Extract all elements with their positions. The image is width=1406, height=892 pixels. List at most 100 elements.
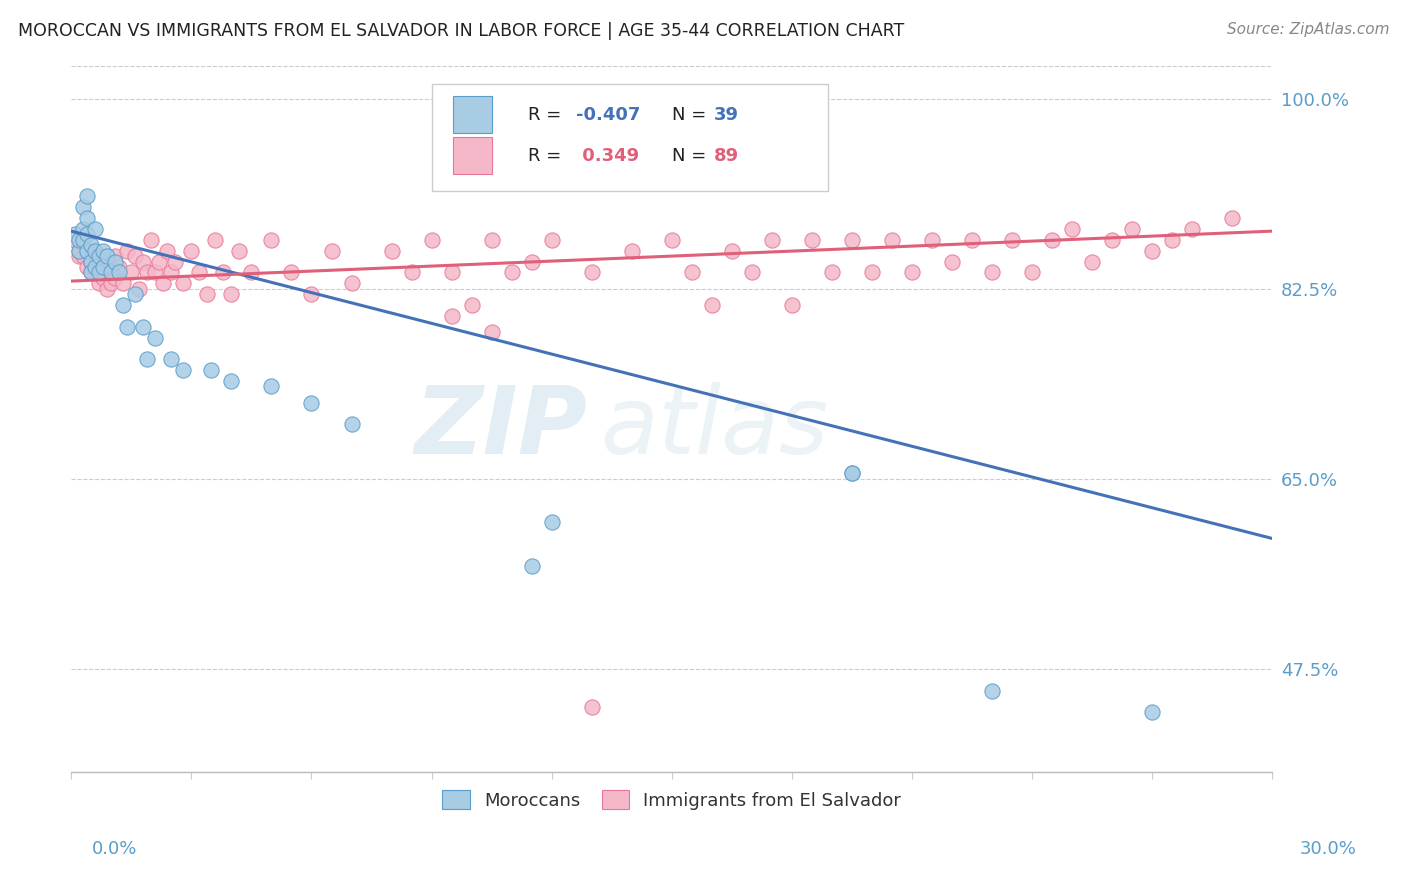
Point — [301, 287, 323, 301]
Point — [89, 265, 111, 279]
Point — [540, 515, 562, 529]
Point — [124, 287, 146, 301]
Point — [148, 254, 170, 268]
Point — [440, 265, 463, 279]
Point — [340, 417, 363, 432]
Point — [204, 233, 226, 247]
Point — [91, 260, 114, 274]
Point — [89, 254, 111, 268]
Point — [72, 200, 94, 214]
Point — [76, 227, 98, 242]
Point — [901, 265, 924, 279]
Point — [188, 265, 211, 279]
Point — [120, 265, 142, 279]
Point — [981, 265, 1004, 279]
Text: ZIP: ZIP — [415, 382, 588, 474]
Point — [801, 233, 824, 247]
Point — [200, 363, 222, 377]
Point — [260, 233, 283, 247]
Text: atlas: atlas — [600, 383, 828, 474]
Point — [67, 244, 90, 258]
Point — [420, 233, 443, 247]
Point — [132, 319, 155, 334]
Point — [1142, 244, 1164, 258]
Point — [104, 254, 127, 268]
Point — [941, 254, 963, 268]
Text: 89: 89 — [714, 146, 740, 164]
FancyBboxPatch shape — [453, 136, 492, 174]
Point — [84, 244, 107, 258]
Point — [221, 374, 243, 388]
Point — [156, 244, 179, 258]
Point — [96, 249, 118, 263]
Point — [172, 363, 194, 377]
Point — [141, 233, 163, 247]
Point — [1081, 254, 1104, 268]
Point — [340, 277, 363, 291]
Point — [160, 352, 183, 367]
Point — [841, 233, 863, 247]
Point — [72, 233, 94, 247]
Point — [89, 249, 111, 263]
Point — [1040, 233, 1063, 247]
Point — [1181, 222, 1204, 236]
Point — [96, 282, 118, 296]
Point — [221, 287, 243, 301]
Point — [921, 233, 943, 247]
Point — [96, 260, 118, 274]
Point — [661, 233, 683, 247]
Point — [117, 244, 139, 258]
Point — [260, 379, 283, 393]
Point — [240, 265, 263, 279]
Point — [128, 282, 150, 296]
Point — [100, 265, 122, 279]
Point — [67, 244, 90, 258]
Point — [1142, 706, 1164, 720]
Point — [76, 260, 98, 274]
Text: N =: N = — [672, 146, 711, 164]
Point — [160, 265, 183, 279]
Point — [136, 352, 159, 367]
Point — [100, 260, 122, 274]
Point — [67, 249, 90, 263]
Point — [321, 244, 343, 258]
Point — [280, 265, 302, 279]
Point — [84, 260, 107, 274]
Point — [84, 244, 107, 258]
Point — [104, 270, 127, 285]
Text: 30.0%: 30.0% — [1301, 840, 1357, 858]
Point — [581, 699, 603, 714]
Text: R =: R = — [527, 105, 567, 124]
Point — [143, 330, 166, 344]
Point — [91, 270, 114, 285]
Point — [80, 254, 103, 268]
Point — [841, 467, 863, 481]
Point — [108, 265, 131, 279]
Point — [520, 558, 543, 573]
Point — [84, 265, 107, 279]
Point — [124, 249, 146, 263]
Point — [381, 244, 404, 258]
Point — [741, 265, 763, 279]
Text: 0.0%: 0.0% — [91, 840, 136, 858]
Point — [212, 265, 235, 279]
Point — [981, 683, 1004, 698]
Point — [80, 265, 103, 279]
Point — [76, 189, 98, 203]
Text: 39: 39 — [714, 105, 740, 124]
Point — [195, 287, 218, 301]
Point — [65, 233, 87, 247]
Point — [91, 244, 114, 258]
Point — [1161, 233, 1184, 247]
Point — [1101, 233, 1123, 247]
Point — [180, 244, 202, 258]
Point — [100, 277, 122, 291]
Point — [172, 277, 194, 291]
Text: 0.349: 0.349 — [576, 146, 638, 164]
Point — [76, 211, 98, 225]
Point — [581, 265, 603, 279]
Point — [761, 233, 783, 247]
Point — [132, 254, 155, 268]
Point — [821, 265, 844, 279]
Point — [67, 233, 90, 247]
